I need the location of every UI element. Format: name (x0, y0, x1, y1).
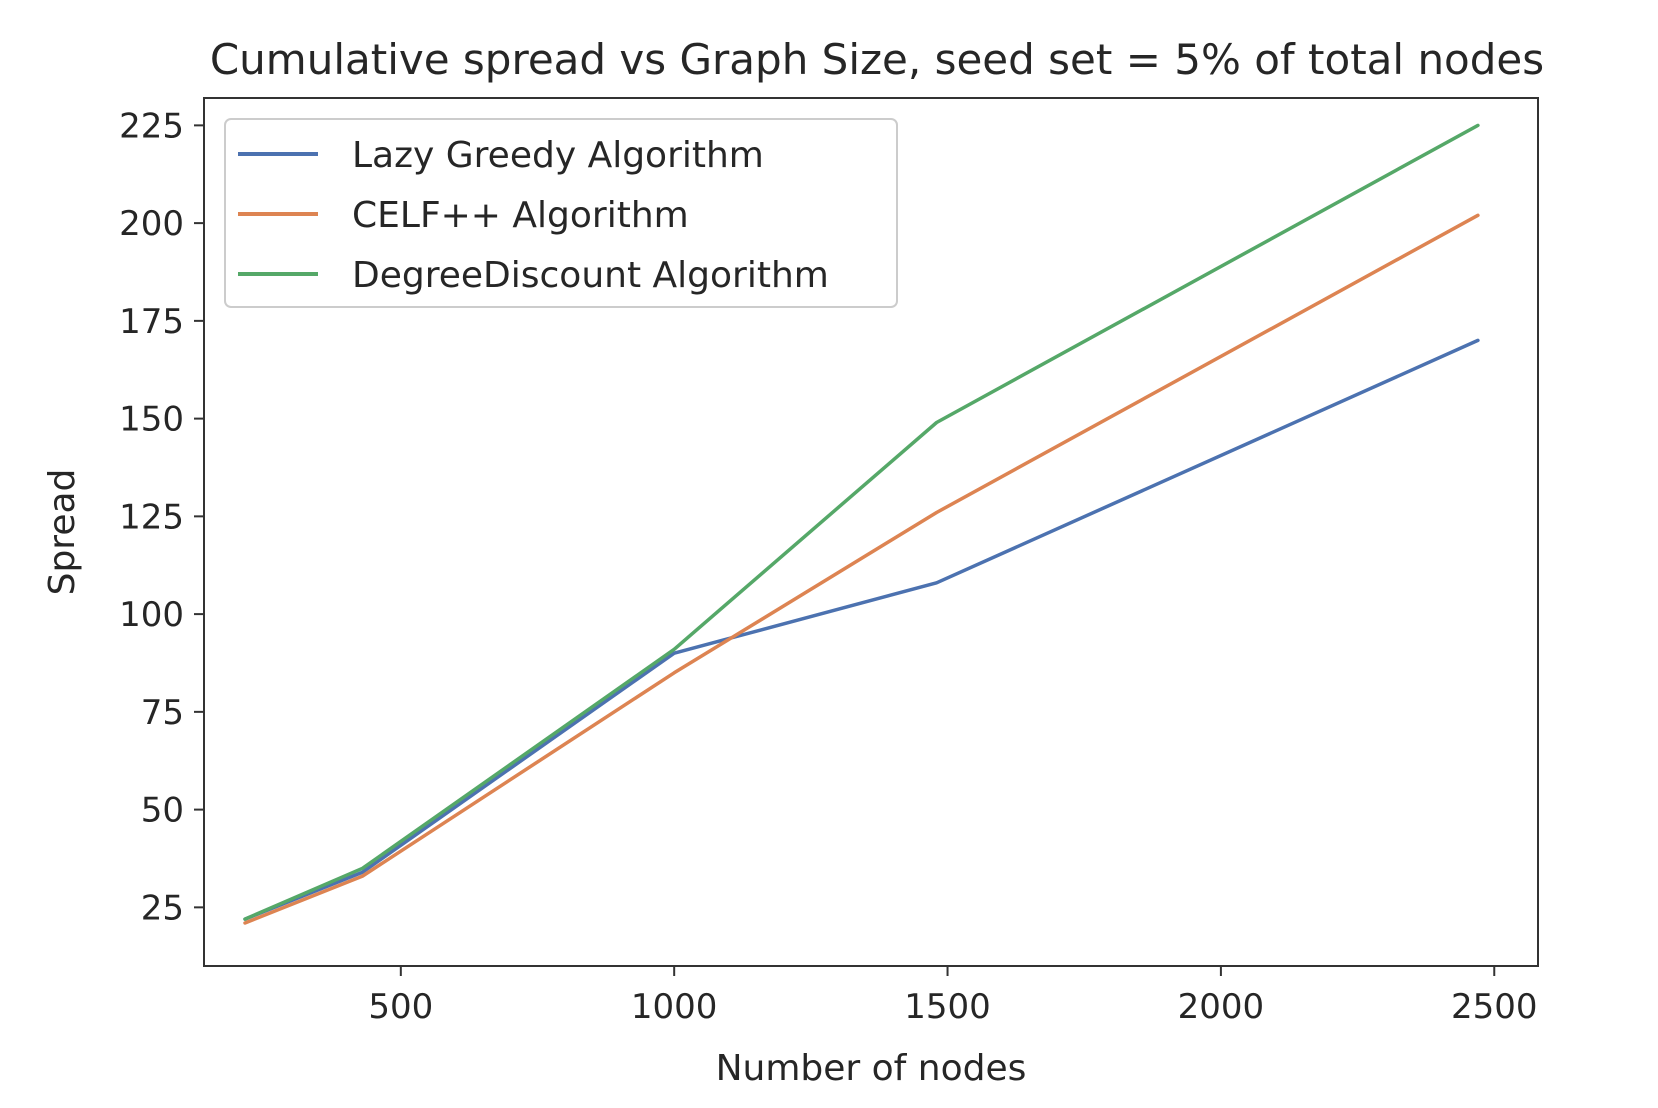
legend: Lazy Greedy Algorithm CELF++ Algorithm Deg… (224, 118, 898, 308)
x-tick-label: 500 (368, 987, 433, 1027)
x-tick-label: 2000 (1178, 987, 1265, 1027)
y-tick-label: 125 (119, 497, 184, 537)
y-tick-label: 150 (119, 400, 184, 440)
y-tick-label: 175 (119, 302, 184, 342)
series-line-1 (243, 213, 1480, 925)
y-axis: 25 50 75 100 125 150 175 200 225 (119, 106, 204, 928)
chart-title: Cumulative spread vs Graph Size, seed se… (210, 35, 1544, 84)
x-tick-label: 2500 (1451, 987, 1538, 1027)
legend-label-0: Lazy Greedy Algorithm (352, 135, 764, 176)
legend-label-1: CELF++ Algorithm (352, 195, 689, 236)
legend-box (224, 118, 898, 308)
y-tick-label: 75 (141, 693, 184, 733)
plot-frame (203, 97, 1539, 967)
series-line-0 (243, 338, 1480, 921)
x-axis-label: Number of nodes (716, 1048, 1027, 1089)
y-axis-label: Spread (42, 469, 83, 596)
y-tick-label: 200 (119, 204, 184, 244)
x-axis: 500 1000 1500 2000 2500 (368, 966, 1538, 1027)
y-tick-label: 50 (141, 791, 184, 831)
y-tick-label: 25 (141, 888, 184, 928)
x-tick-label: 1500 (904, 987, 991, 1027)
legend-label-2: DegreeDiscount Algorithm (352, 255, 829, 296)
x-tick-label: 1000 (631, 987, 718, 1027)
series-line-2 (243, 123, 1480, 921)
series-lines (243, 123, 1480, 925)
y-tick-label: 225 (119, 106, 184, 146)
y-tick-label: 100 (119, 595, 184, 635)
